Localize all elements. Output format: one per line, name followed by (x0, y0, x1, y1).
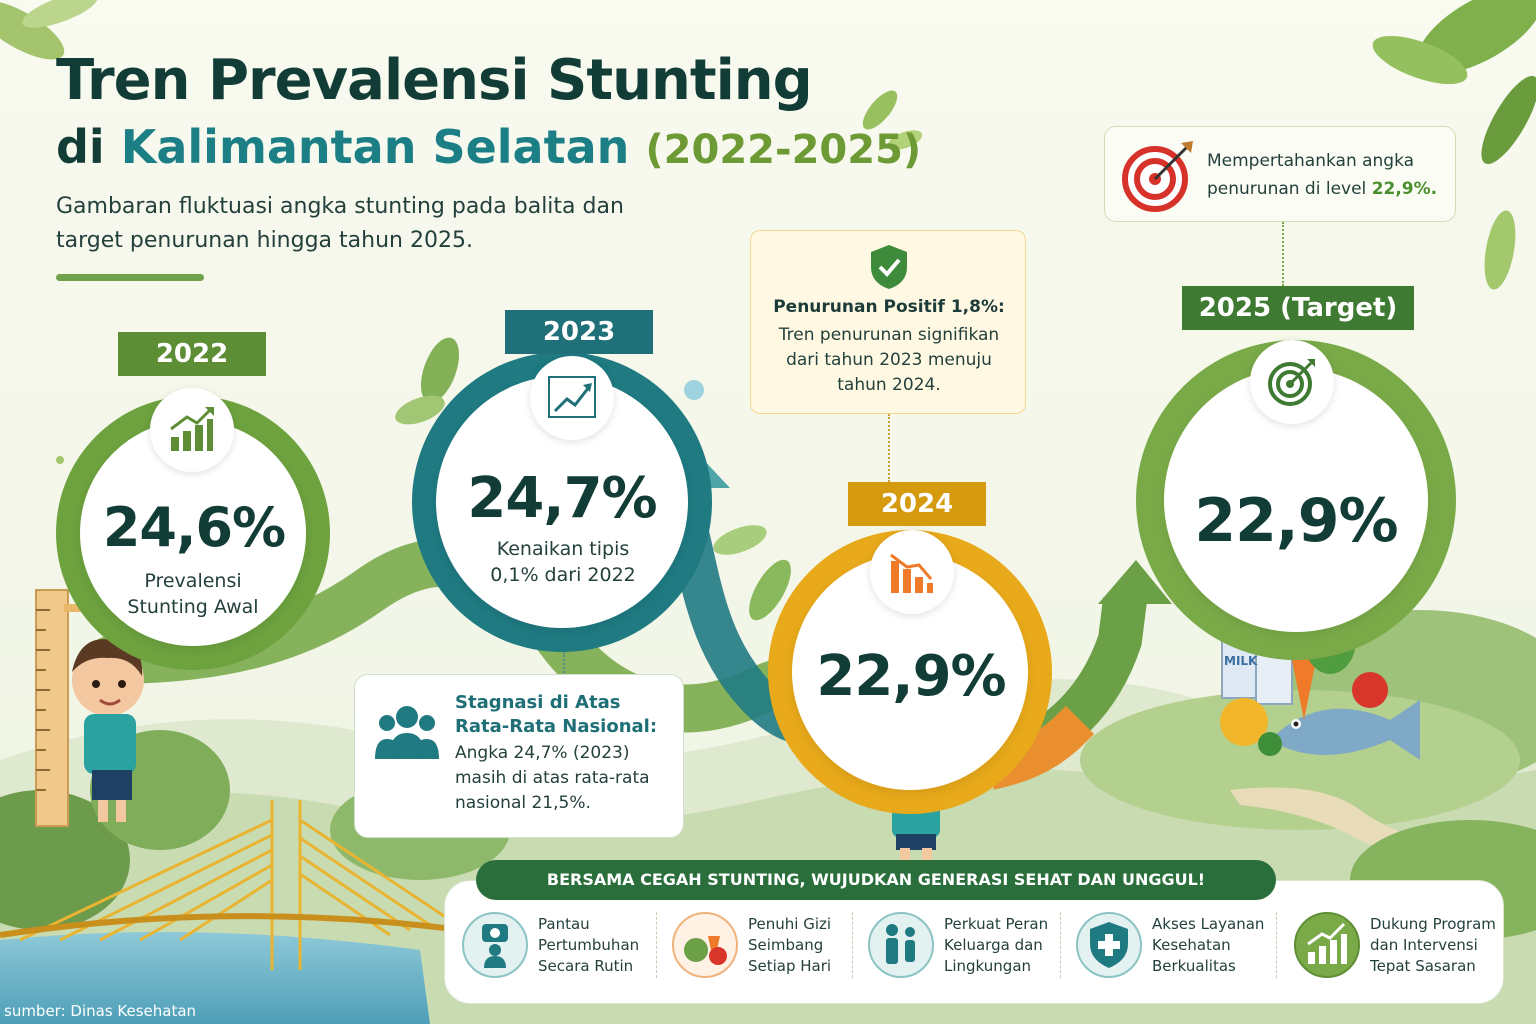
stagnation-body: Angka 24,7% (2023) masih di atas rata-ra… (455, 743, 650, 813)
action-item-monitor: Pantau Pertumbuhan Secara Rutin (462, 912, 662, 996)
value-2024: 22,9% (816, 644, 1006, 709)
people-icon (375, 706, 439, 759)
health-shield-icon (1076, 912, 1142, 978)
stagnation-title: Stagnasi di Atas Rata-Rata Nasional: (455, 692, 658, 737)
action-item-health: Akses Layanan Kesehatan Berkualitas (1076, 912, 1276, 996)
bullseye-icon (1122, 141, 1193, 212)
action-divider (1060, 912, 1061, 978)
action-divider (656, 912, 657, 978)
subtitle: Gambaran fluktuasi angka stunting pada b… (56, 194, 624, 253)
shield-check-icon (871, 245, 907, 289)
target-body-text: Mempertahankan angka penurunan di level (1207, 151, 1415, 199)
value-2022: 24,6% (102, 496, 286, 559)
action-divider (852, 912, 853, 978)
stagnation-callout: Stagnasi di Atas Rata-Rata Nasional: Ang… (354, 674, 684, 838)
year-label-2025: 2025 (Target) (1182, 286, 1414, 330)
action-label-family: Perkuat Peran Keluarga dan Lingkungan (944, 915, 1049, 975)
family-icon (868, 912, 934, 978)
connector-line-2025 (1282, 222, 1284, 286)
target-body: Mempertahankan angka penurunan di level … (1207, 147, 1447, 203)
target-body-value: 22,9%. (1371, 179, 1438, 199)
vegetables-icon (672, 912, 738, 978)
year-label-2022: 2022 (118, 332, 266, 376)
page-title: Tren Prevalensi Stunting (56, 48, 813, 113)
action-label-nutrition: Penuhi Gizi Seimbang Setiap Hari (748, 915, 832, 975)
decrease-title: Penurunan Positif 1,8%: (773, 297, 1005, 317)
action-item-nutrition: Penuhi Gizi Seimbang Setiap Hari (672, 912, 872, 996)
source-credit: sumber: Dinas Kesehatan (4, 1002, 197, 1020)
connector-line-2023 (563, 652, 565, 676)
action-item-program: Dukung Program dan Intervensi Tepat Sasa… (1294, 912, 1504, 996)
year-label-2023: 2023 (505, 310, 653, 354)
campaign-banner: BERSAMA CEGAH STUNTING, WUJUDKAN GENERAS… (476, 860, 1276, 900)
baby-scale-icon (462, 912, 528, 978)
page-title-line2: di Kalimantan Selatan (2022-2025) (56, 120, 921, 174)
caption-2023: Kenaikan tipis 0,1% dari 2022 (490, 538, 636, 586)
title-underline (56, 274, 204, 281)
bar-chart-up-icon (150, 388, 234, 472)
decrease-callout: Penurunan Positif 1,8%: Tren penurunan s… (750, 230, 1026, 414)
action-divider (1276, 912, 1277, 978)
bar-chart-down-icon (870, 530, 954, 614)
caption-2022: Prevalensi Stunting Awal (127, 570, 259, 618)
title-years: (2022-2025) (645, 127, 922, 173)
title-region: Kalimantan Selatan (120, 120, 630, 174)
line-chart-up-icon (530, 356, 614, 440)
connector-line-2024 (888, 414, 890, 482)
child-illustration-left (72, 639, 144, 822)
value-2023: 24,7% (467, 466, 657, 531)
title-prefix: di (56, 120, 105, 174)
action-label-health: Akses Layanan Kesehatan Berkualitas (1152, 915, 1265, 975)
action-label-program: Dukung Program dan Intervensi Tepat Sasa… (1370, 915, 1496, 975)
milk-carton-label: MILK (1224, 654, 1258, 668)
action-item-family: Perkuat Peran Keluarga dan Lingkungan (868, 912, 1068, 996)
target-callout: Mempertahankan angka penurunan di level … (1104, 126, 1456, 222)
growth-chart-icon (1294, 912, 1360, 978)
target-icon (1250, 340, 1334, 424)
decrease-body: Tren penurunan signifikan dari tahun 202… (778, 325, 1000, 395)
action-label-monitor: Pantau Pertumbuhan Secara Rutin (538, 915, 640, 975)
value-2025: 22,9% (1194, 486, 1398, 556)
year-label-2024: 2024 (848, 482, 986, 526)
